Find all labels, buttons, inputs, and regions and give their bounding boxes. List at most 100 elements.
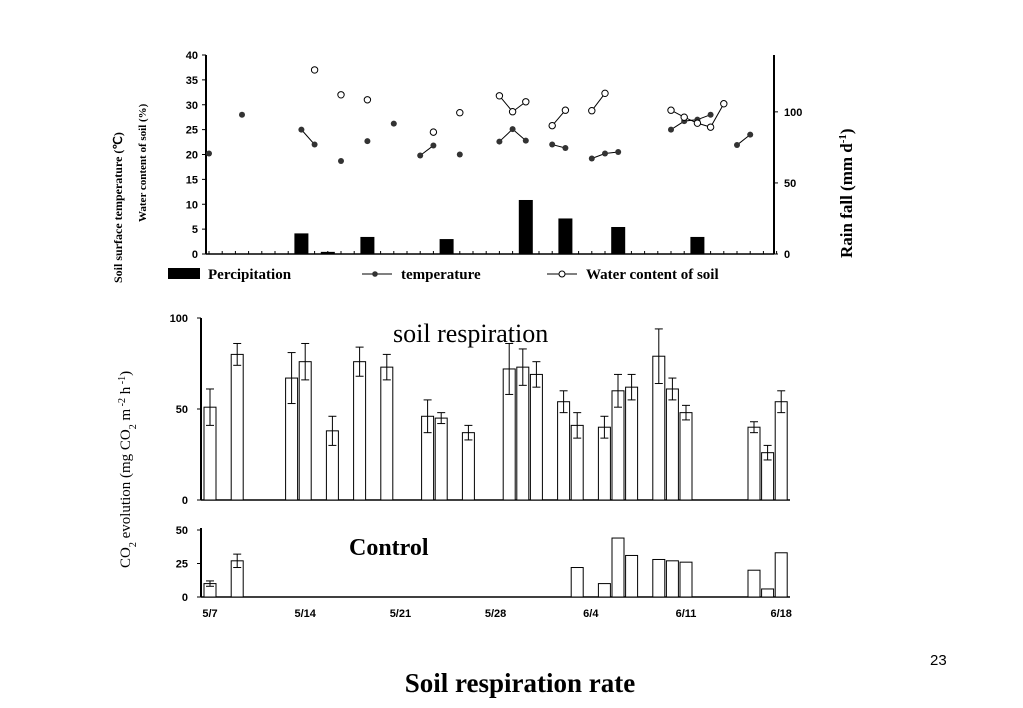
water-content-point — [456, 109, 464, 117]
temperature-point — [239, 111, 245, 118]
control-bar — [597, 583, 611, 598]
temperature-point — [390, 120, 397, 127]
legend-water-marker — [558, 270, 566, 278]
temperature-point — [734, 142, 740, 149]
water-content-point — [429, 128, 438, 136]
y-left-tick-label: 25 — [186, 125, 198, 137]
precipitation-bar — [518, 199, 533, 254]
control-bar — [774, 552, 788, 598]
y-right-tick-label: 50 — [784, 178, 796, 190]
x-date-label: 5/7 — [202, 608, 217, 620]
temperature-point — [588, 155, 595, 162]
respiration-bar — [434, 417, 448, 501]
y-left-tick-label: 35 — [186, 75, 198, 87]
slide-title: Soil respiration rate — [404, 668, 636, 698]
y-left-label-temperature: Soil surface temperature (℃) — [111, 132, 125, 283]
temperature-point — [456, 151, 463, 158]
y-left-tick-label: 0 — [192, 249, 198, 261]
temperature-point — [747, 131, 754, 138]
temperature-point — [509, 126, 516, 133]
control-y-tick-label: 0 — [182, 592, 188, 604]
temperature-point — [549, 141, 556, 148]
x-date-label: 6/11 — [676, 608, 697, 620]
water-content-point — [508, 108, 517, 116]
respiration-bar — [665, 388, 679, 501]
y-left-tick-label: 15 — [186, 174, 198, 186]
respiration-bar — [230, 353, 244, 501]
y-left-label-water: Water content of soil (%) — [137, 103, 149, 222]
control-bar — [679, 561, 693, 598]
precipitation-bar — [611, 226, 626, 254]
soil-respiration-annotation: soil respiration — [393, 319, 548, 348]
precipitation-bar — [439, 239, 454, 254]
temperature-point — [668, 126, 674, 133]
legend-temperature-marker — [372, 271, 378, 277]
respiration-bar — [679, 412, 693, 501]
legend-temperature-label: temperature — [401, 267, 481, 283]
x-date-label: 5/14 — [294, 608, 316, 620]
y-left-tick-label: 5 — [192, 224, 198, 236]
y-left-tick-label: 10 — [186, 199, 198, 211]
precipitation-bar — [690, 236, 705, 254]
water-content-point — [680, 113, 688, 121]
water-content-point — [693, 119, 702, 127]
y-right-tick-label: 0 — [784, 249, 790, 261]
respiration-y-tick-label: 100 — [170, 313, 188, 325]
water-content-point — [495, 92, 504, 100]
water-content-point — [601, 89, 609, 98]
respiration-bar — [298, 361, 312, 501]
x-date-label: 5/21 — [390, 608, 411, 620]
water-content-point — [588, 107, 596, 115]
co2-evolution-y-label: CO2 evolution (mg CO2 m -2 h -1) — [117, 371, 139, 568]
respiration-bar — [516, 366, 530, 501]
legend-water-label: Water content of soil — [586, 267, 719, 283]
temperature-point — [707, 111, 714, 118]
temperature-point — [522, 137, 529, 144]
temperature-line — [670, 114, 711, 131]
respiration-bar — [625, 386, 639, 501]
control-bar — [652, 558, 666, 598]
water-content-point — [667, 106, 675, 114]
x-date-label: 6/4 — [583, 608, 599, 620]
control-bar — [611, 537, 625, 598]
respiration-y-tick-label: 0 — [182, 495, 188, 507]
temperature-point — [615, 149, 622, 156]
temperature-point — [311, 141, 318, 148]
y-left-tick-label: 40 — [186, 50, 198, 62]
control-annotation: Control — [349, 535, 429, 561]
respiration-bar — [353, 361, 367, 501]
control-bar — [570, 567, 584, 598]
temperature-point — [364, 138, 371, 145]
temperature-point — [298, 126, 305, 133]
respiration-bar — [529, 373, 543, 501]
x-date-label: 5/28 — [485, 608, 506, 620]
water-content-point — [548, 121, 556, 130]
y-right-label: Rain fall (mm d-1) — [837, 128, 856, 258]
water-content-point — [706, 123, 715, 131]
legend-precipitation-swatch — [168, 268, 200, 279]
control-bar — [747, 569, 761, 598]
temperature-point — [562, 145, 569, 152]
respiration-bar — [557, 401, 571, 501]
precipitation-bar — [294, 233, 309, 254]
control-bar — [625, 554, 639, 598]
temperature-line — [301, 129, 315, 145]
y-left-tick-label: 20 — [186, 150, 198, 162]
control-panel: 0 25 50 5/7 5/14 5/21 5/28 6/4 6/11 6/18 Control — [176, 525, 792, 620]
y-left-tick-label: 30 — [186, 100, 198, 112]
control-y-tick-label: 50 — [176, 525, 188, 537]
control-bar — [761, 588, 775, 598]
water-content-point — [561, 106, 570, 114]
water-content-point — [720, 100, 728, 108]
weather-panel: 0 5 10 15 20 25 30 35 40 0 50 100 Soil surface tem… — [111, 50, 856, 283]
soil-respiration-panel: 0 50 100 soil respiration — [170, 313, 790, 507]
x-date-label: 6/18 — [770, 608, 791, 620]
precipitation-bar — [360, 236, 375, 254]
temperature-point — [417, 152, 424, 159]
legend: Percipitation temperature Water content … — [168, 267, 719, 283]
temperature-point — [206, 150, 212, 157]
water-content-point — [337, 91, 345, 99]
respiration-y-tick-label: 50 — [176, 404, 188, 416]
respiration-bar — [747, 426, 761, 501]
